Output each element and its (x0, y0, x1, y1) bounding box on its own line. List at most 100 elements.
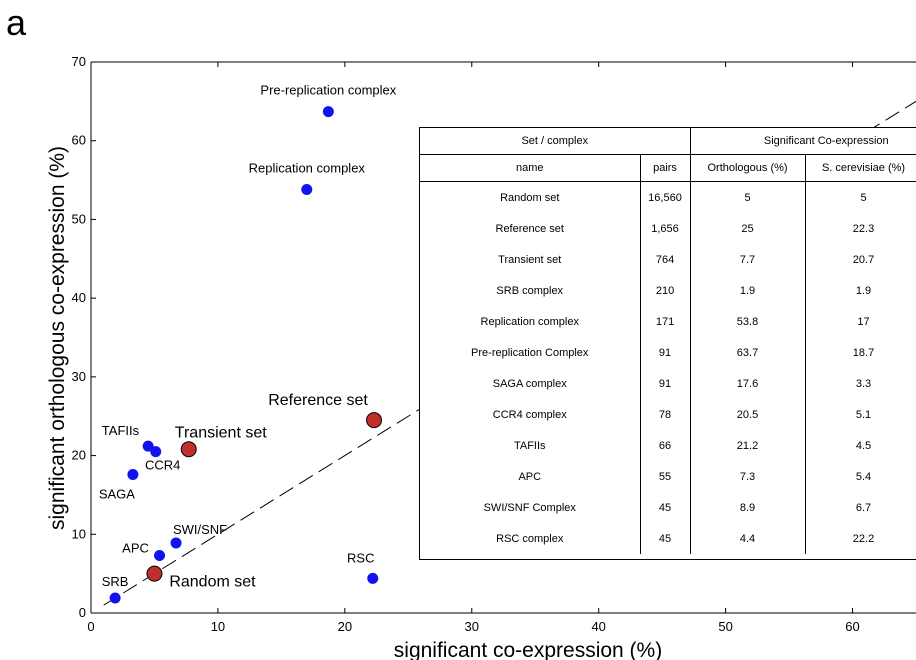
data-point (301, 184, 313, 196)
table-cell: SWI/SNF Complex (483, 501, 576, 514)
table-cell: 6.7 (804, 492, 916, 523)
table-cell: 45 (639, 523, 691, 554)
table-cell: 3.3 (804, 368, 916, 399)
data-point (150, 446, 162, 458)
data-point (142, 440, 154, 452)
table-cell: Transient set (498, 253, 562, 266)
table-cell: 22.2 (804, 523, 916, 554)
table-cell: APC (518, 470, 542, 483)
data-point-label: TAFIIs (102, 423, 140, 438)
data-point (367, 572, 379, 584)
table-cell: 4.4 (689, 523, 806, 554)
data-point-label: RSC (347, 550, 374, 565)
table-cell: 55 (639, 461, 691, 492)
data-point (170, 537, 182, 549)
table-cell: 25 (689, 213, 806, 244)
table-cell: 4.5 (804, 430, 916, 461)
table-cell: 91 (639, 368, 691, 399)
column-header-name: name (420, 154, 640, 182)
data-point-label: Random set (169, 574, 256, 591)
y-tick-label: 40 (72, 290, 86, 305)
table-cell: 18.7 (804, 337, 916, 368)
table-cell: 20.5 (689, 399, 806, 430)
table-cell: Random set (500, 191, 560, 204)
y-tick-label: 50 (72, 211, 86, 226)
panel-letter: a (6, 2, 27, 43)
table-column-header-row: name pairs Orthologous (%) S. cerevisiae… (420, 154, 916, 182)
table-cell: 171 (639, 306, 691, 337)
table-cell: 78 (639, 399, 691, 430)
group-header-significant-coexpression: Significant Co-expression (689, 128, 916, 155)
table-cell: 764 (639, 244, 691, 275)
table-group-header-row: Set / complex Significant Co-expression (420, 128, 916, 155)
x-tick-label: 40 (591, 619, 605, 634)
table-cell: 1,656 (639, 213, 691, 244)
data-point-label: CCR4 (145, 458, 180, 473)
table-cell: 17.6 (689, 368, 806, 399)
table-cell: 1.9 (804, 275, 916, 306)
data-point-label: Pre-replication complex (260, 83, 396, 98)
table-cell: 22.3 (804, 213, 916, 244)
data-point-label: APC (122, 541, 149, 556)
column-header-orthologous: Orthologous (%) (689, 154, 806, 182)
table-cell: CCR4 complex (492, 408, 567, 421)
x-tick-label: 0 (87, 619, 94, 634)
y-tick-label: 20 (72, 448, 86, 463)
x-tick-label: 50 (718, 619, 732, 634)
table-cell: 7.3 (689, 461, 806, 492)
table-cell: 20.7 (804, 244, 916, 275)
table-cell: 5 (804, 181, 916, 213)
table-cell: 5 (689, 181, 806, 213)
x-axis-title: significant co-expression (%) (394, 639, 662, 660)
x-tick-label: 10 (211, 619, 225, 634)
y-tick-label: 10 (72, 526, 86, 541)
y-tick-label: 0 (79, 605, 86, 620)
data-point (366, 412, 383, 429)
data-point-label: Transient set (175, 424, 267, 441)
data-point (154, 550, 166, 562)
table-cell: 45 (639, 492, 691, 523)
x-tick-label: 20 (338, 619, 352, 634)
x-tick-label: 30 (465, 619, 479, 634)
data-point-label: Reference set (268, 392, 368, 409)
y-tick-label: 30 (72, 369, 86, 384)
data-point-label: Replication complex (249, 161, 366, 176)
table-cell: 16,560 (639, 181, 691, 213)
table-cell: 7.7 (689, 244, 806, 275)
table-cell: Pre-replication Complex (471, 346, 589, 359)
x-tick-label: 60 (845, 619, 859, 634)
table-cell: SRB complex (496, 284, 564, 297)
table-cell: 91 (639, 337, 691, 368)
y-tick-label: 70 (72, 54, 86, 69)
table-cell: 5.1 (804, 399, 916, 430)
table-cell: SAGA complex (492, 377, 567, 390)
table-cell: 53.8 (689, 306, 806, 337)
y-axis-title: significant orthologous co-expression (%… (46, 146, 69, 530)
data-point-label: SAGA (99, 486, 135, 501)
column-header-pairs: pairs (639, 154, 691, 182)
y-tick-label: 60 (72, 133, 86, 148)
group-header-set-complex: Set / complex (420, 128, 691, 155)
table-cell: 1.9 (689, 275, 806, 306)
data-point-label: SWI/SNF (173, 522, 227, 537)
table-cell: Reference set (495, 222, 564, 235)
data-point (180, 441, 197, 458)
column-header-s-cerevisiae: S. cerevisiae (%) (804, 154, 916, 182)
data-table: Set / complex Significant Co-expression … (419, 127, 916, 560)
table-cell: TAFIIs (513, 439, 546, 452)
table-cell: 210 (639, 275, 691, 306)
